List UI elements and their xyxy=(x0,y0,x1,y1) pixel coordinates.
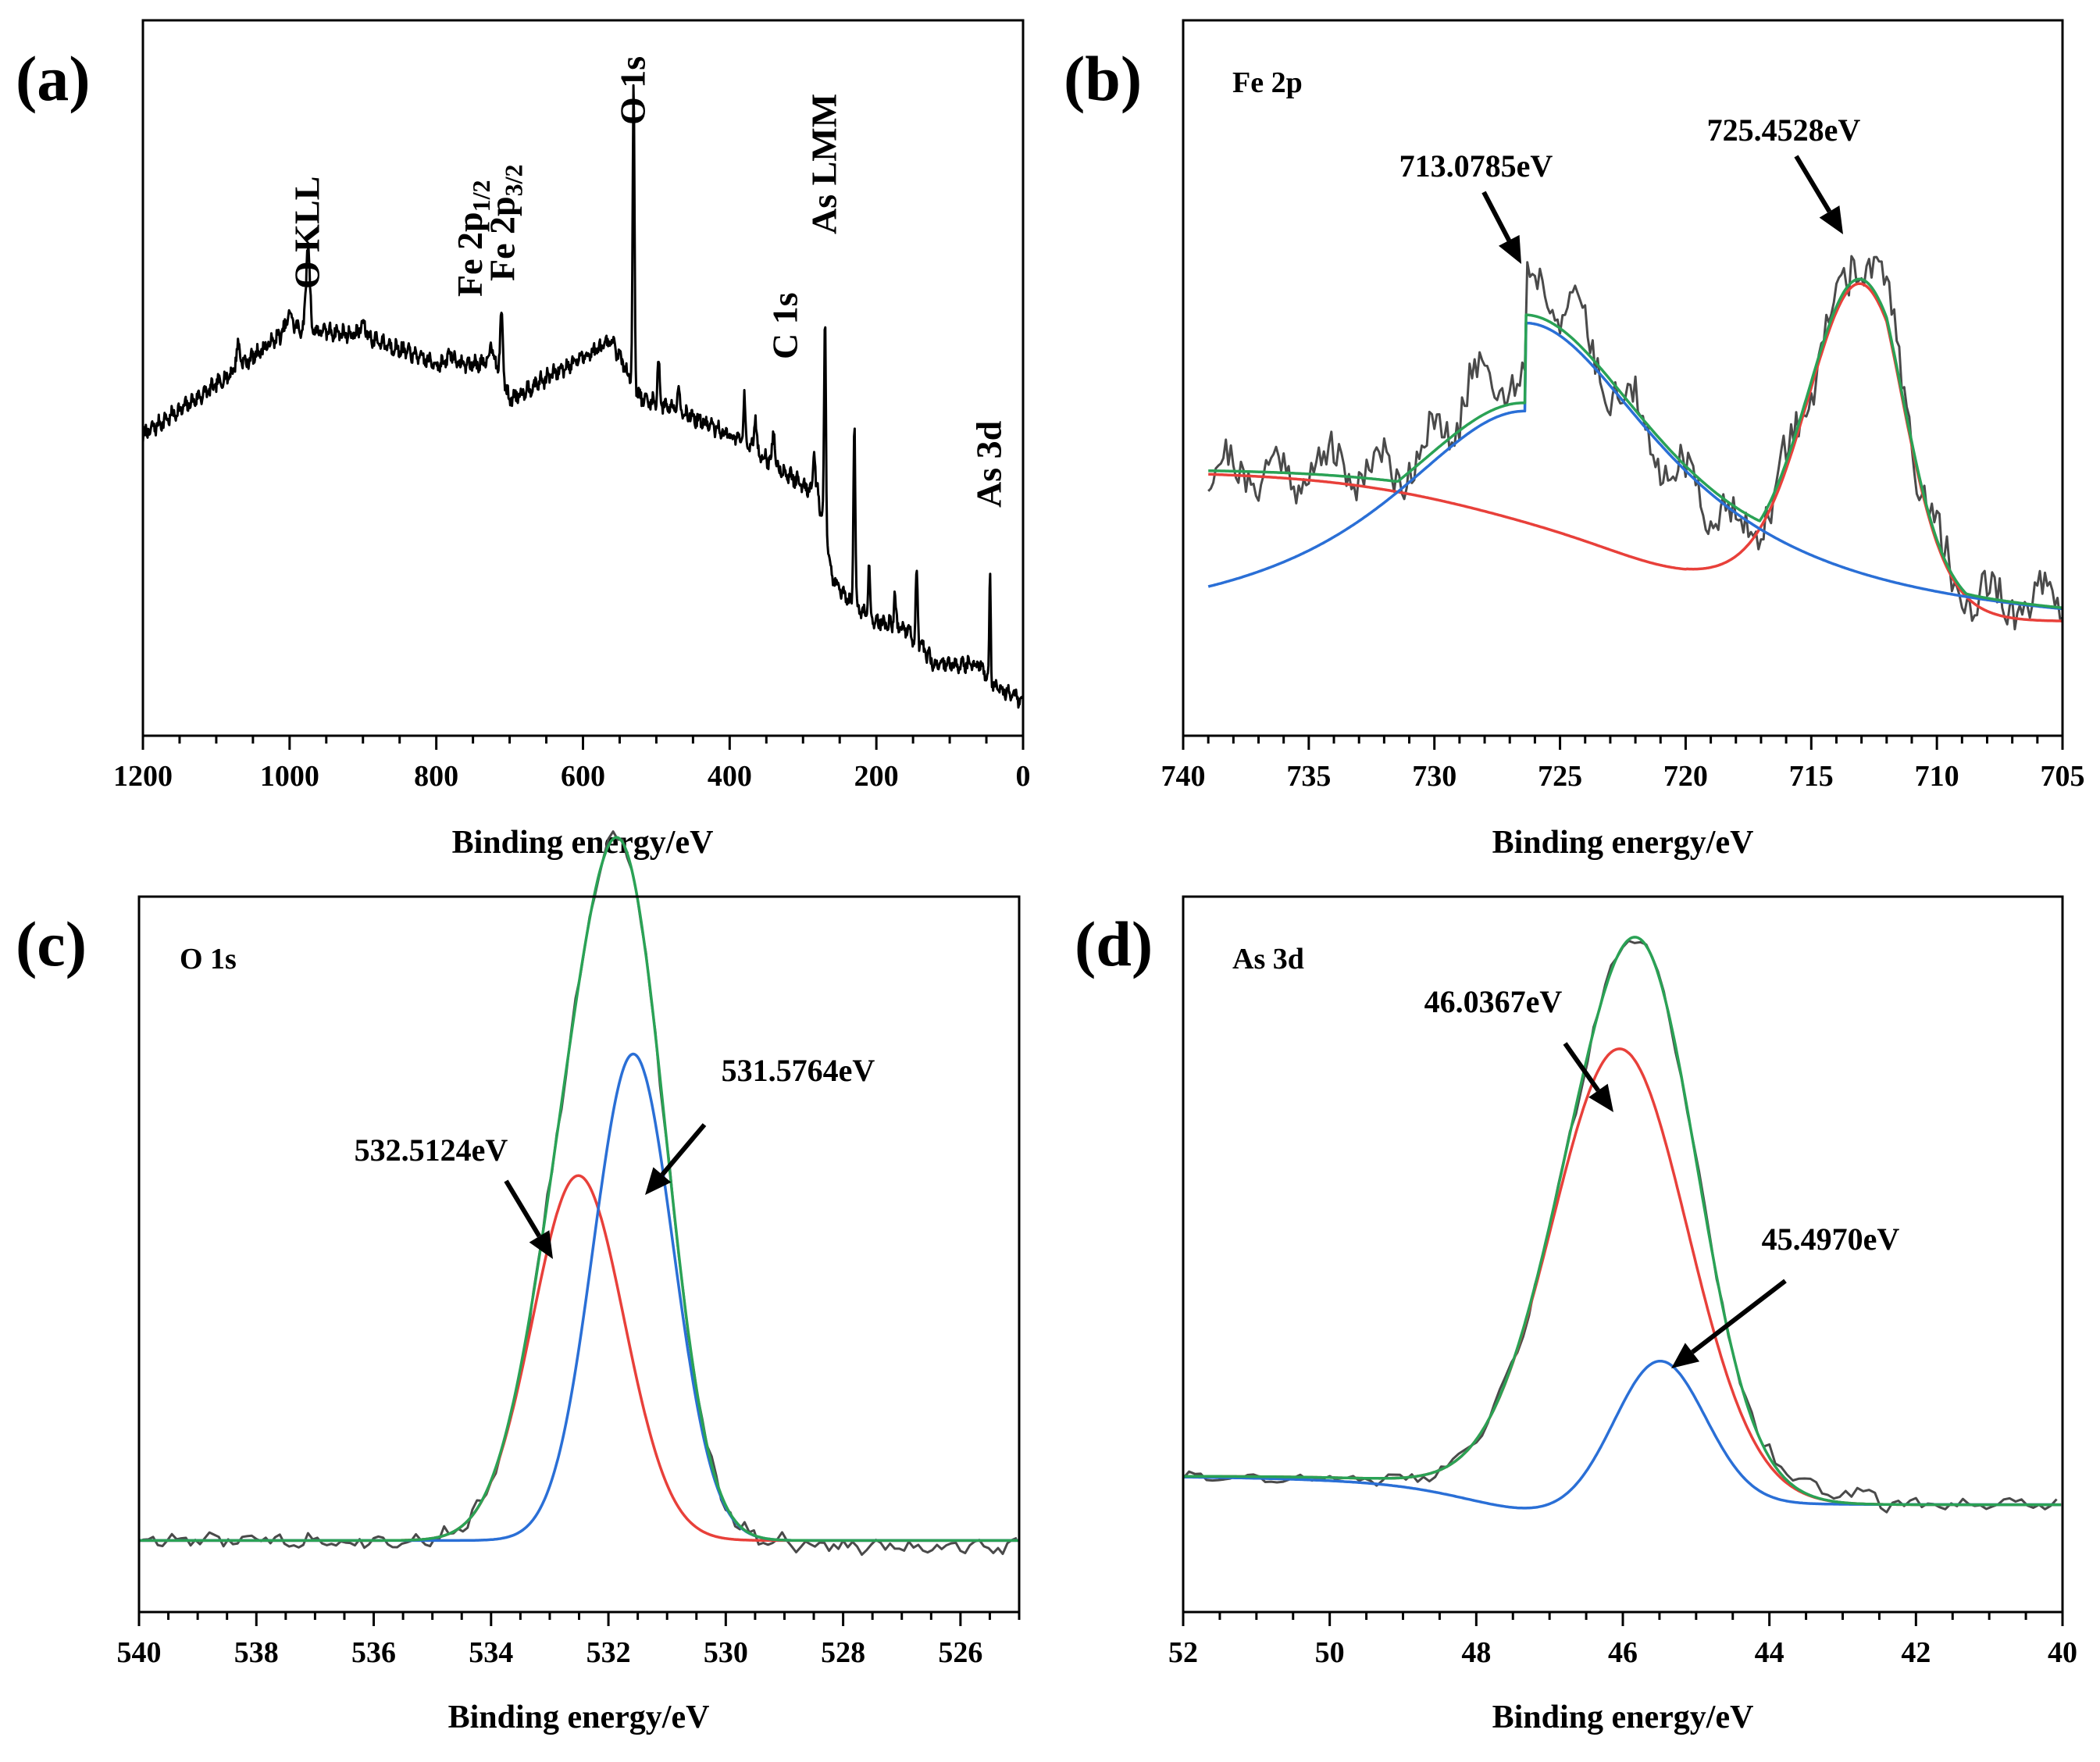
x-tick-label: 725 xyxy=(1538,760,1582,793)
peak-annotation-subscript: 1/2 xyxy=(467,180,495,212)
x-tick-label: 52 xyxy=(1168,1636,1198,1669)
peak-annotation-subscript: 3/2 xyxy=(499,165,527,197)
o1s-envelope-line xyxy=(138,836,1020,1543)
o1s-raw-data-line xyxy=(138,830,1018,1557)
peak-annotation-text: O KLL xyxy=(287,177,326,289)
peak-annotation-text: As 3d xyxy=(969,420,1009,508)
x-tick-label: 538 xyxy=(234,1636,279,1669)
panel-b-title: Fe 2p xyxy=(1232,66,1303,99)
as3d-46eV-component-line xyxy=(1183,1047,2062,1507)
survey-spectrum-line xyxy=(141,84,1025,709)
panel-d-label: (d) xyxy=(1075,908,1153,979)
as3d-arrow-45-shaft xyxy=(1691,1279,1787,1354)
peak-annotation-text: As LMM xyxy=(804,94,843,234)
fe2p-arrow-713-head xyxy=(1498,234,1521,264)
as3d-envelope-line xyxy=(1183,936,2062,1507)
panel-c-frame xyxy=(137,895,1021,1614)
as3d-arrow-45-head xyxy=(1671,1343,1700,1368)
fe2p-arrow-725-head xyxy=(1819,205,1843,234)
as3d-arrow-46-shaft xyxy=(1563,1042,1600,1092)
peak-annotation-text: O 1s xyxy=(612,56,652,125)
peak-annotation: O KLL xyxy=(287,177,326,289)
fe2p-peak-label-725: 725.4528eV xyxy=(1707,112,1861,148)
x-tick-label: 710 xyxy=(1915,760,1959,793)
panel-c-x-axis-label: Binding energy/eV xyxy=(448,1700,710,1735)
fe2p-arrow-725-shaft xyxy=(1794,155,1832,213)
peak-annotation: Fe 2p3/2 xyxy=(482,165,527,282)
as3d-peak-label-45: 45.4970eV xyxy=(1762,1222,1900,1257)
o1s-532eV-component-line xyxy=(138,1174,1020,1543)
fe2p-713eV-component-line xyxy=(1208,282,2063,622)
panel-b-frame xyxy=(1182,19,2064,737)
x-tick-label: 705 xyxy=(2041,760,2085,793)
x-tick-label: 730 xyxy=(1412,760,1456,793)
o1s-peak-label-531: 531.5764eV xyxy=(722,1053,875,1088)
panel-b-x-axis-label: Binding energy/eV xyxy=(1492,825,1754,861)
as3d-peak-label-46: 46.0367eV xyxy=(1424,984,1563,1019)
fe2p-raw-data-line xyxy=(1207,255,2063,631)
x-tick-label: 534 xyxy=(469,1636,513,1669)
o1s-arrow-531-head xyxy=(645,1167,672,1195)
fe2p-envelope-line xyxy=(1208,277,2063,609)
x-tick-label: 530 xyxy=(704,1636,748,1669)
peak-annotation-text: C 1s xyxy=(765,292,804,359)
panel-c-title: O 1s xyxy=(180,943,237,976)
panel-a-label: (a) xyxy=(16,43,91,114)
x-tick-label: 1000 xyxy=(260,760,319,793)
x-tick-label: 526 xyxy=(938,1636,982,1669)
o1s-arrow-531-shaft xyxy=(660,1123,707,1176)
panel-b-label: (b) xyxy=(1064,43,1142,114)
panel-d-as3d-spectrum: (d) As 3d 46.0367eV 45.4970eV 52 50 48 46 44 4… xyxy=(1075,895,2077,1735)
peak-annotation-text: Fe 2p xyxy=(450,212,490,297)
x-tick-label: 200 xyxy=(854,760,899,793)
panel-c-label: (c) xyxy=(16,908,87,979)
x-tick-label: 720 xyxy=(1663,760,1708,793)
x-tick-label: 50 xyxy=(1315,1636,1345,1669)
fe2p-725eV-component-line xyxy=(1207,321,2063,611)
fe2p-peak-label-713: 713.0785eV xyxy=(1399,148,1553,184)
x-tick-label: 715 xyxy=(1789,760,1834,793)
x-tick-label: 735 xyxy=(1286,760,1331,793)
panel-c-o1s-spectrum: (c) O 1s 532.5124eV 531.5764eV 540 538 536 5… xyxy=(16,830,1021,1735)
x-tick-label: 540 xyxy=(117,1636,162,1669)
x-tick-label: 46 xyxy=(1608,1636,1638,1669)
x-tick-label: 528 xyxy=(821,1636,865,1669)
x-tick-label: 40 xyxy=(2048,1636,2077,1669)
peak-annotation: Fe 2p1/2 xyxy=(450,180,495,298)
o1s-arrow-532-shaft xyxy=(504,1179,542,1238)
o1s-531eV-component-line xyxy=(138,1052,1020,1543)
peak-annotation: As 3d xyxy=(969,420,1009,508)
as3d-arrow-46-head xyxy=(1588,1083,1613,1112)
o1s-peak-label-532: 532.5124eV xyxy=(355,1132,508,1168)
x-tick-label: 532 xyxy=(587,1636,631,1669)
x-tick-label: 48 xyxy=(1461,1636,1491,1669)
x-tick-label: 1200 xyxy=(113,760,173,793)
panel-d-x-axis-label: Binding energy/eV xyxy=(1492,1700,1754,1735)
panel-a-x-axis-label: Binding energy/eV xyxy=(452,825,714,861)
x-tick-label: 0 xyxy=(1016,760,1031,793)
fe2p-arrow-713-shaft xyxy=(1481,191,1511,242)
peak-annotation: As LMM xyxy=(804,94,843,234)
as3d-raw-data-line xyxy=(1182,940,2058,1514)
panel-b-fe2p-spectrum: (b) Fe 2p 713.0785eV 725.4528eV 740 735 730… xyxy=(1064,19,2085,861)
x-tick-label: 600 xyxy=(561,760,605,793)
peak-annotation-text: Fe 2p xyxy=(482,196,522,281)
x-tick-label: 536 xyxy=(351,1636,396,1669)
as3d-45eV-component-line xyxy=(1183,1359,2062,1510)
x-tick-label: 42 xyxy=(1901,1636,1931,1669)
x-tick-label: 44 xyxy=(1755,1636,1784,1669)
peak-annotation: C 1s xyxy=(765,292,804,359)
x-tick-label: 740 xyxy=(1161,760,1206,793)
panel-d-title: As 3d xyxy=(1232,943,1304,976)
peak-annotation: O 1s xyxy=(612,56,652,125)
x-tick-label: 800 xyxy=(414,760,458,793)
o1s-arrow-532-head xyxy=(529,1230,553,1259)
x-tick-label: 400 xyxy=(708,760,752,793)
